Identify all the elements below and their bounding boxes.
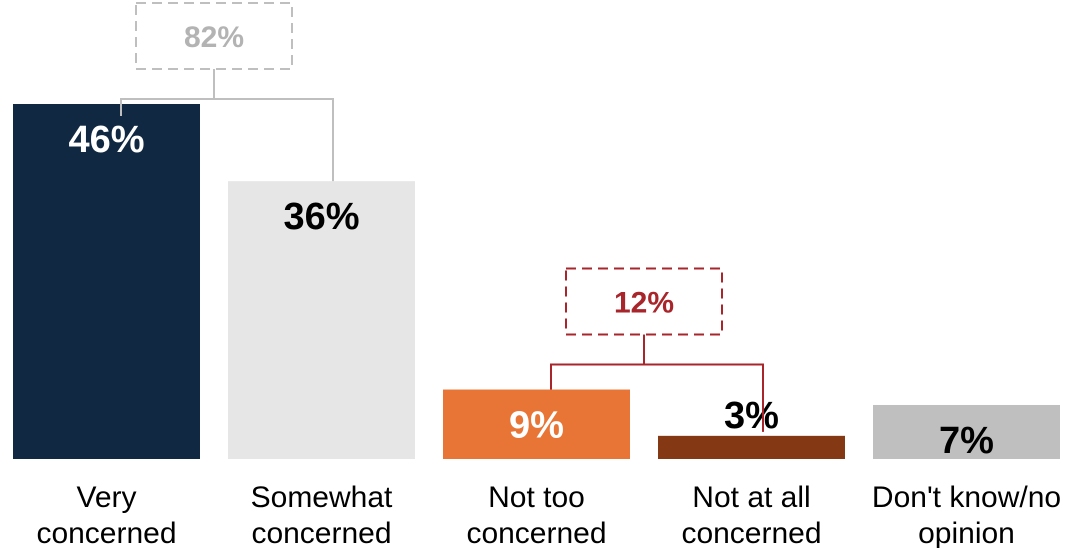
bar-2 — [443, 389, 630, 459]
bar-0 — [13, 104, 200, 459]
data-label-2: 9% — [509, 405, 564, 447]
data-label-0: 46% — [68, 119, 144, 161]
data-label-3: 3% — [724, 395, 779, 437]
category-label-0-1: concerned — [36, 517, 176, 548]
category-label-0-0: Very — [76, 481, 136, 514]
category-label-2-0: Not too — [488, 481, 585, 514]
category-label-1-1: concerned — [251, 517, 391, 548]
group-label-1: 12% — [614, 287, 674, 320]
category-label-4-1: opinion — [918, 517, 1015, 548]
category-label-2-1: concerned — [466, 517, 606, 548]
data-label-1: 36% — [283, 196, 359, 238]
bar-3 — [658, 435, 845, 459]
category-label-3-1: concerned — [681, 517, 821, 548]
data-label-4: 7% — [939, 420, 994, 462]
group-label-0: 82% — [184, 21, 244, 54]
bar-4 — [873, 404, 1060, 459]
category-label-4-0: Don't know/no — [872, 481, 1061, 514]
category-label-1-0: Somewhat — [251, 481, 393, 514]
bar-1 — [228, 181, 415, 459]
group-bracket-0 — [120, 98, 334, 182]
group-bracket-1 — [550, 363, 764, 432]
category-label-3-0: Not at all — [692, 481, 810, 514]
